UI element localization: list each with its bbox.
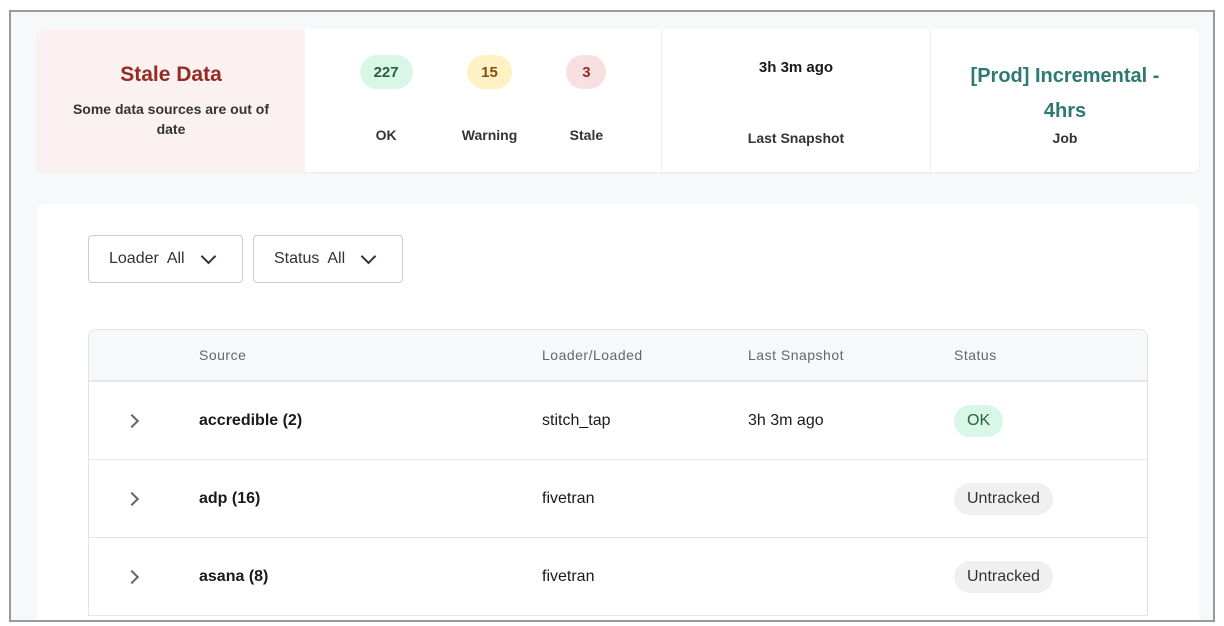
- status-badge: Untracked: [954, 560, 1053, 593]
- table-row[interactable]: asana (8) fivetran Untracked: [89, 538, 1147, 616]
- filter-value: All: [327, 250, 346, 267]
- column-header-loader[interactable]: Loader/Loaded: [542, 347, 643, 363]
- loader-name: fivetran: [542, 489, 595, 507]
- count-badge: 3: [566, 55, 607, 89]
- filter-label: Status: [274, 250, 320, 267]
- count-stale: 3 Stale: [566, 29, 607, 172]
- chevron-down-icon: [200, 248, 216, 264]
- chevron-down-icon: [360, 248, 377, 264]
- sources-panel: Loader All Status All Source Loader/Load…: [37, 204, 1199, 620]
- job-summary: [Prod] Incremental - 4hrs Job: [931, 29, 1199, 172]
- job-name[interactable]: [Prod] Incremental - 4hrs: [970, 65, 1160, 122]
- source-name: accredible (2): [199, 411, 303, 429]
- stale-alert: Stale Data Some data sources are out of …: [37, 29, 305, 172]
- job-label: Job: [1052, 130, 1078, 146]
- count-badge: 15: [467, 55, 512, 89]
- alert-title: Stale Data: [120, 62, 222, 86]
- chevron-right-icon[interactable]: [124, 569, 140, 584]
- app-frame: Stale Data Some data sources are out of …: [9, 10, 1215, 622]
- count-warning: 15 Warning: [462, 29, 517, 172]
- count-badge: 227: [359, 55, 413, 89]
- column-header-source[interactable]: Source: [199, 347, 247, 363]
- status-counts: 227 OK 15 Warning 3 Stale: [305, 29, 662, 172]
- count-label: Warning: [461, 127, 518, 143]
- last-snapshot-label: Last Snapshot: [747, 130, 845, 146]
- count-ok: 227 OK: [359, 29, 413, 172]
- last-snapshot-value: 3h 3m ago: [758, 59, 834, 76]
- source-name: asana (8): [199, 567, 269, 585]
- loader-filter[interactable]: Loader All: [88, 235, 243, 283]
- loader-name: fivetran: [542, 567, 595, 585]
- loader-name: stitch_tap: [542, 411, 611, 429]
- column-header-status[interactable]: Status: [954, 347, 997, 363]
- column-header-last-snapshot[interactable]: Last Snapshot: [748, 347, 845, 363]
- count-label: OK: [375, 127, 397, 143]
- last-snapshot-summary: 3h 3m ago Last Snapshot: [662, 29, 931, 172]
- chevron-right-icon[interactable]: [124, 491, 140, 506]
- alert-description: Some data sources are out of date: [72, 100, 270, 137]
- source-name: adp (16): [199, 489, 261, 507]
- sources-table: Source Loader/Loaded Last Snapshot Statu…: [88, 329, 1148, 616]
- chevron-right-icon[interactable]: [124, 413, 140, 428]
- last-snapshot: 3h 3m ago: [748, 411, 824, 429]
- status-badge: OK: [954, 404, 1004, 437]
- table-header: Source Loader/Loaded Last Snapshot Statu…: [89, 330, 1147, 382]
- status-badge: Untracked: [954, 482, 1053, 515]
- table-row[interactable]: adp (16) fivetran Untracked: [89, 460, 1147, 538]
- filter-label: Loader: [109, 250, 159, 267]
- filter-value: All: [166, 250, 185, 267]
- count-label: Stale: [569, 127, 604, 143]
- table-row[interactable]: accredible (2) stitch_tap 3h 3m ago OK: [89, 382, 1147, 460]
- summary-card: Stale Data Some data sources are out of …: [37, 29, 1199, 172]
- status-filter[interactable]: Status All: [253, 235, 403, 283]
